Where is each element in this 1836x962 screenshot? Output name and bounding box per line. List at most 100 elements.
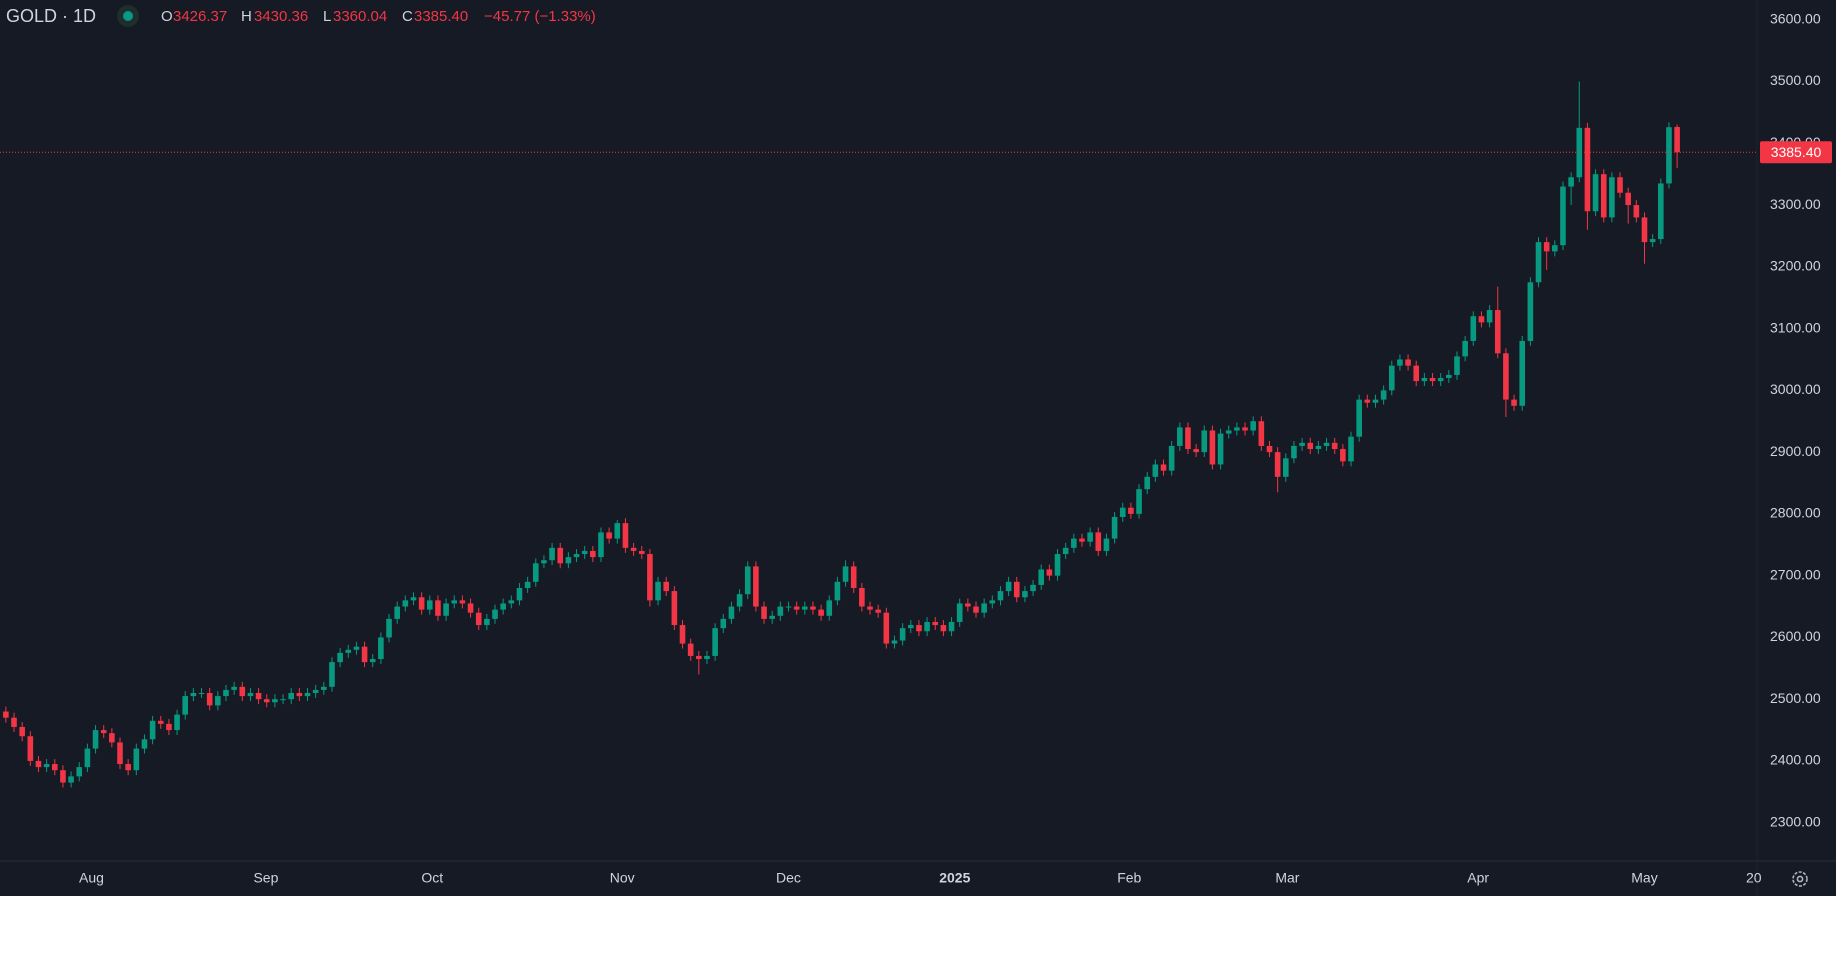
candle-body [687,643,694,656]
candle-body [541,560,547,564]
candle-body [27,736,34,761]
candle-body [312,689,319,693]
candle-body [1576,127,1583,178]
candle-body [68,776,74,783]
background [0,0,1836,896]
candle-body [1649,239,1656,243]
candle-body [459,600,466,604]
candle-body [1641,217,1648,243]
candle-body [288,693,295,700]
candle-body [475,612,482,626]
candle-body [1087,532,1093,542]
candle-body [1511,399,1517,406]
ohlc-value: 3430.36 [254,8,308,25]
candle-body [1071,538,1077,548]
candle-body [524,581,531,588]
candle-body [255,693,262,700]
candle-body [1535,242,1542,283]
candle-body [1600,174,1607,218]
status-dot [123,11,133,21]
candle-body [924,621,930,632]
candle-body [1274,452,1281,477]
candle-body [1397,359,1403,366]
candle-body [598,532,604,558]
x-tick-label: Aug [79,870,104,886]
candle-body [369,659,376,663]
x-tick-label: May [1631,870,1657,886]
x-tick-label: Nov [610,870,635,886]
candle-body [51,764,58,771]
candle-body [239,686,246,697]
candle-body [989,600,996,604]
settings-button[interactable] [1792,871,1808,887]
candle-body [337,652,343,663]
candle-body [842,566,849,582]
y-tick-label: 2700.00 [1770,566,1821,582]
candle-body [100,730,107,734]
x-tick-label: Apr [1467,870,1489,886]
candle-body [883,612,890,644]
candle-body [1486,310,1493,323]
candle-body [418,597,425,610]
candle-body [532,563,539,582]
candle-body [1266,445,1273,453]
candle-body [1152,464,1159,477]
candle-body [573,554,580,558]
plot-area [0,81,1757,788]
ohlc-key: C [402,8,413,25]
candle-body [329,662,335,687]
candle-body [84,748,91,768]
candle-body [410,597,417,601]
y-tick-label: 2600.00 [1770,628,1821,644]
candle-body [1299,442,1305,446]
candle-body [378,637,384,660]
chart: 2300.00 2400.00 2500.00 2600.00 2700.00 2800.… [0,0,1836,896]
candle-body [1291,445,1297,459]
candle-body [1062,547,1069,555]
candle-body [1282,458,1289,477]
candle-body [557,547,564,564]
x-tick-label: Mar [1275,870,1299,886]
candle-body [272,699,278,703]
candle-body [1437,378,1444,382]
candle-body [198,693,205,694]
y-tick-label: 3200.00 [1770,258,1821,274]
candle-body [1356,399,1362,437]
candle-body [1209,430,1216,465]
candle-body [231,686,237,690]
candle-body [638,550,645,555]
candle-body [402,600,409,607]
candle-body [1429,378,1436,382]
candle-body [647,554,653,601]
x-tick-label: Sep [253,870,278,886]
candle-body [1454,356,1460,375]
candle-body [1568,177,1574,187]
candle-body [1380,390,1387,400]
candle-body [1617,177,1623,193]
x-tick-label: Feb [1117,870,1141,886]
candle-body [1519,340,1526,406]
candle-body [11,717,17,727]
candle-body [1250,421,1256,431]
candle-body [1503,353,1509,400]
candle-body [622,523,629,548]
y-tick-label: 3500.00 [1770,72,1821,88]
candle-body [321,686,327,690]
candle-body [549,547,555,561]
candle-body [973,606,979,613]
candle-body [1552,245,1558,252]
candle-body [500,603,506,610]
x-tick-label: 2025 [939,870,970,886]
y-tick-label: 3000.00 [1770,381,1821,397]
y-tick-label: 3600.00 [1770,10,1821,26]
candle-body [280,699,286,701]
candle-body [1185,427,1191,450]
candle-body [1446,374,1452,378]
candle-body [1405,359,1411,366]
candle-body [263,699,270,703]
candle-body [117,742,123,765]
x-tick-label: Dec [776,870,801,886]
candle-body [614,523,621,539]
symbol: GOLD · 1D [6,6,96,26]
candle-body [109,733,115,743]
